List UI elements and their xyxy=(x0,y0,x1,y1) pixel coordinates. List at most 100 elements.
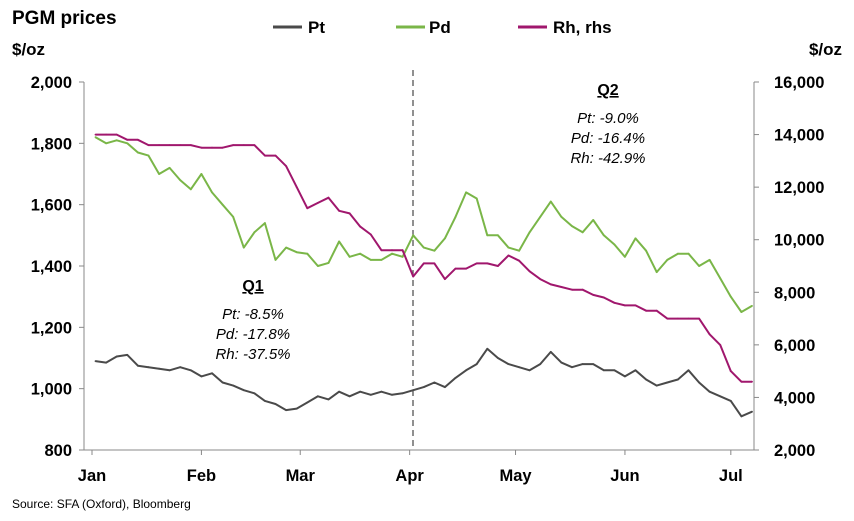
data-point-rh-rhs xyxy=(189,144,192,147)
data-point-pd xyxy=(253,231,256,234)
data-point-pd xyxy=(211,191,213,194)
data-point-pd xyxy=(613,243,616,246)
data-point-pt xyxy=(507,363,510,365)
data-point-rh-rhs xyxy=(729,370,732,372)
legend-label-rh: Rh, rhs xyxy=(553,18,612,37)
legend-label-pt: Pt xyxy=(308,18,325,37)
data-point-pt xyxy=(708,390,711,393)
data-point-pd xyxy=(126,142,129,145)
data-point-pd xyxy=(200,173,203,175)
data-point-pd xyxy=(422,246,425,249)
right-tick-label: 6,000 xyxy=(774,337,815,355)
data-point-pt xyxy=(581,363,584,365)
data-point-pd xyxy=(465,191,467,194)
data-point-rh-rhs xyxy=(475,262,478,265)
data-point-rh-rhs xyxy=(105,133,107,136)
data-point-pt xyxy=(137,364,139,367)
data-point-pt xyxy=(571,366,573,369)
data-point-pd xyxy=(655,271,658,273)
data-point-pd xyxy=(444,237,446,240)
data-point-pd xyxy=(560,216,563,218)
data-point-pt xyxy=(422,386,425,388)
data-point-pd xyxy=(94,136,97,139)
data-point-pt xyxy=(242,389,245,392)
data-point-rh-rhs xyxy=(687,317,690,320)
data-point-pt xyxy=(655,384,658,387)
data-point-pd xyxy=(189,188,192,191)
data-point-rh-rhs xyxy=(380,249,383,252)
data-point-pt xyxy=(295,407,298,410)
data-point-rh-rhs xyxy=(115,133,118,136)
left-tick-label: 1,600 xyxy=(31,197,72,215)
data-point-rh-rhs xyxy=(613,301,616,304)
x-tick-label: Jun xyxy=(610,467,639,485)
data-point-rh-rhs xyxy=(242,144,245,147)
data-point-pd xyxy=(274,259,277,261)
series-line-pt xyxy=(95,347,753,418)
data-point-pd xyxy=(168,167,171,169)
data-point-pt xyxy=(486,347,489,350)
data-point-rh-rhs xyxy=(539,278,542,280)
x-tick-label: Feb xyxy=(187,467,216,485)
data-point-rh-rhs xyxy=(126,138,129,141)
data-point-pt xyxy=(465,369,467,372)
data-point-rh-rhs xyxy=(581,288,584,291)
data-point-pd xyxy=(581,231,584,234)
data-point-pt xyxy=(560,361,563,364)
data-point-pt xyxy=(189,369,192,372)
data-point-rh-rhs xyxy=(327,196,330,199)
data-point-rh-rhs xyxy=(645,309,647,312)
data-point-pt xyxy=(751,410,753,413)
data-point-pd xyxy=(232,216,235,218)
data-point-rh-rhs xyxy=(444,278,446,280)
data-point-pt xyxy=(211,372,213,375)
data-point-pt xyxy=(369,393,372,396)
data-point-pt xyxy=(719,395,722,398)
left-tick-label: 1,200 xyxy=(31,319,72,337)
annotation-q2-line-2: Pd: -16.4% xyxy=(571,130,645,147)
data-point-pd xyxy=(359,252,362,255)
right-axis-unit: $/oz xyxy=(809,40,842,59)
data-point-pt xyxy=(391,393,393,396)
left-tick-label: 800 xyxy=(44,442,72,460)
data-point-pd xyxy=(380,259,383,261)
data-point-pd xyxy=(507,246,510,249)
data-point-pd xyxy=(645,249,647,252)
data-point-pd xyxy=(751,305,753,307)
data-point-pt xyxy=(179,366,182,369)
data-point-rh-rhs xyxy=(295,186,298,189)
data-point-pd xyxy=(295,251,298,254)
data-point-rh-rhs xyxy=(391,249,393,252)
data-point-pt xyxy=(602,369,605,372)
data-point-pd xyxy=(624,255,626,258)
data-point-rh-rhs xyxy=(264,154,266,157)
data-point-pd xyxy=(719,277,722,280)
data-point-rh-rhs xyxy=(401,249,404,252)
data-point-pt xyxy=(687,369,690,372)
data-point-pt xyxy=(317,395,319,398)
series-line-rh-rhs xyxy=(95,133,752,383)
data-point-pt xyxy=(359,390,362,393)
data-point-rh-rhs xyxy=(602,296,605,299)
data-point-pt xyxy=(740,415,743,418)
x-tick-label: Apr xyxy=(395,467,424,485)
data-point-pd xyxy=(518,249,520,252)
left-tick-label: 1,400 xyxy=(31,258,72,276)
data-point-pt xyxy=(221,381,224,384)
data-point-pt xyxy=(539,363,542,365)
data-point-pd xyxy=(105,142,107,145)
data-point-rh-rhs xyxy=(168,144,171,147)
annotation-q2: Q2 Pt: -9.0% Pd: -16.4% Rh: -42.9% xyxy=(570,82,645,167)
data-point-pd xyxy=(147,154,150,157)
data-point-pt xyxy=(200,375,203,378)
data-point-pd xyxy=(602,234,605,237)
data-point-pt xyxy=(94,360,97,362)
data-point-pt xyxy=(624,375,626,378)
data-point-pd xyxy=(285,246,287,249)
data-point-pt xyxy=(401,392,404,395)
source-note: Source: SFA (Oxford), Bloomberg xyxy=(12,497,191,511)
data-point-rh-rhs xyxy=(359,225,362,228)
data-point-pt xyxy=(115,355,118,358)
data-point-pd xyxy=(348,255,351,258)
data-point-rh-rhs xyxy=(465,267,467,270)
